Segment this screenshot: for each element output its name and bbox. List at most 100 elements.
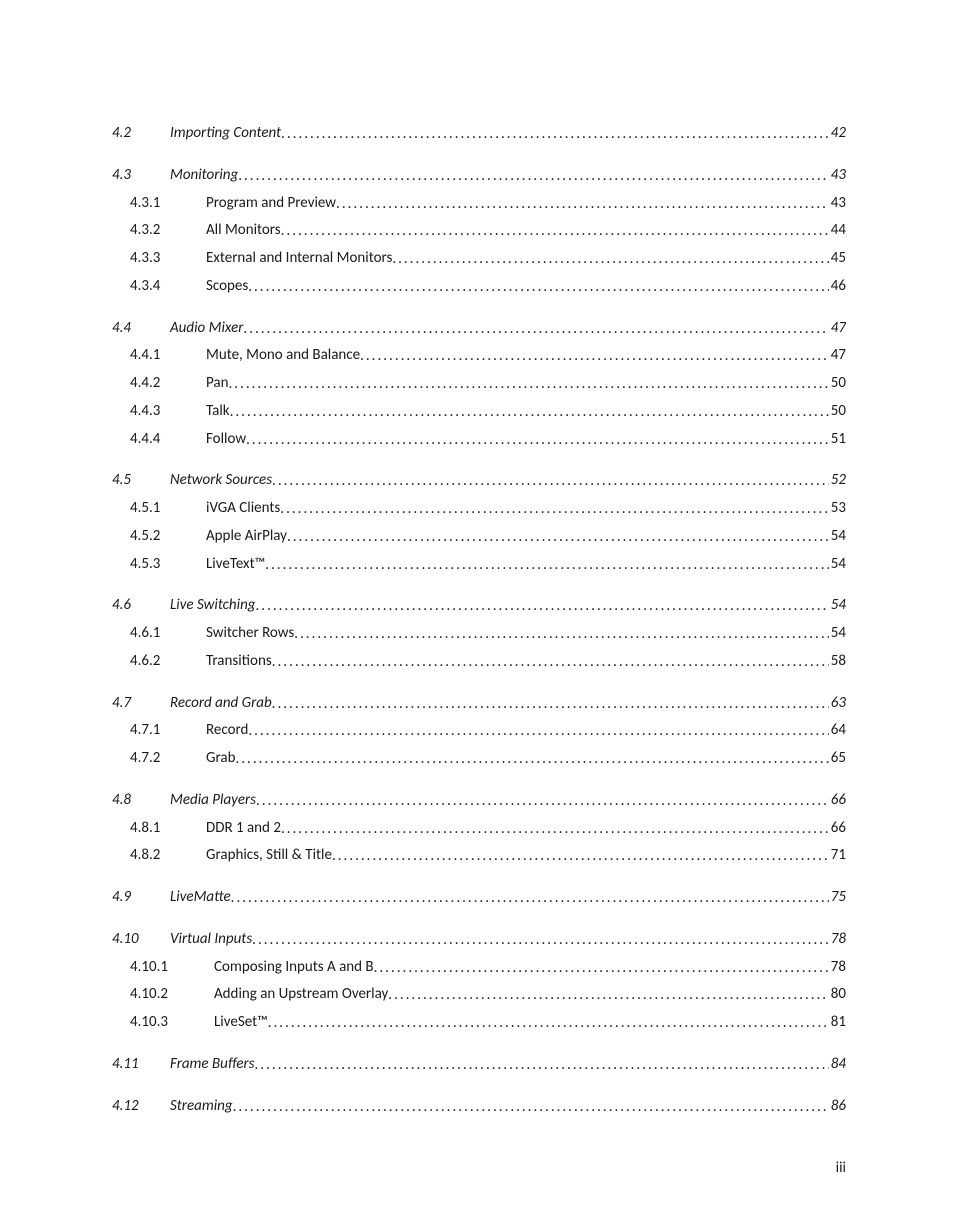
- toc-entry[interactable]: 4.7.2Grab...............................…: [112, 745, 846, 773]
- toc-leader-dots: ........................................…: [231, 885, 829, 912]
- toc-leader-dots: ........................................…: [294, 621, 829, 648]
- toc-entry-number: 4.11: [112, 1051, 170, 1079]
- toc-entry[interactable]: 4.12Streaming...........................…: [112, 1093, 846, 1121]
- toc-entry[interactable]: 4.5.1iVGA Clients.......................…: [112, 495, 846, 523]
- toc-section: 4.10Virtual Inputs......................…: [112, 926, 846, 1037]
- toc-entry-page: 80: [829, 981, 846, 1009]
- toc-entry[interactable]: 4.11Frame Buffers.......................…: [112, 1051, 846, 1079]
- toc-entry[interactable]: 4.7.1Record.............................…: [112, 717, 846, 745]
- toc-leader-dots: ........................................…: [272, 468, 829, 495]
- toc-entry[interactable]: 4.10.3LiveSet™..........................…: [112, 1009, 846, 1037]
- toc-entry-page: 54: [829, 551, 846, 579]
- toc-leader-dots: ........................................…: [281, 218, 829, 245]
- toc-entry[interactable]: 4.5.3LiveText™..........................…: [112, 551, 846, 579]
- toc-section: 4.9LiveMatte............................…: [112, 884, 846, 912]
- toc-entry[interactable]: 4.4.2Pan................................…: [112, 370, 846, 398]
- toc-entry[interactable]: 4.3.4Scopes.............................…: [112, 273, 846, 301]
- toc-entry-title: Program and Preview: [206, 190, 336, 218]
- toc-entry-title: Graphics, Still & Title: [206, 842, 332, 870]
- toc-entry-title: Apple AirPlay: [206, 523, 287, 551]
- toc-entry-title: External and Internal Monitors: [206, 245, 392, 273]
- toc-leader-dots: ........................................…: [360, 343, 829, 370]
- toc-entry[interactable]: 4.3.3External and Internal Monitors.....…: [112, 245, 846, 273]
- toc-entry[interactable]: 4.8.1DDR 1 and 2........................…: [112, 815, 846, 843]
- toc-leader-dots: ........................................…: [248, 274, 829, 301]
- toc-entry-page: 51: [829, 426, 846, 454]
- toc-entry-title: Audio Mixer: [170, 315, 243, 343]
- toc-entry-page: 66: [829, 787, 846, 815]
- toc-entry-number: 4.4.3: [130, 398, 206, 426]
- toc-entry[interactable]: 4.3.1Program and Preview................…: [112, 190, 846, 218]
- page-number: iii: [836, 1159, 846, 1177]
- toc-entry[interactable]: 4.9LiveMatte............................…: [112, 884, 846, 912]
- toc-entry-number: 4.10.1: [130, 954, 214, 982]
- toc-entry-number: 4.2: [112, 120, 170, 148]
- toc-entry[interactable]: 4.10Virtual Inputs......................…: [112, 926, 846, 954]
- toc-entry[interactable]: 4.4.4Follow.............................…: [112, 426, 846, 454]
- toc-leader-dots: ........................................…: [255, 1052, 829, 1079]
- toc-entry[interactable]: 4.4Audio Mixer..........................…: [112, 315, 846, 343]
- toc-entry-number: 4.3.2: [130, 217, 206, 245]
- toc-section: 4.11Frame Buffers.......................…: [112, 1051, 846, 1079]
- toc-entry-title: Media Players: [170, 787, 256, 815]
- toc-entry[interactable]: 4.6Live Switching.......................…: [112, 592, 846, 620]
- table-of-contents: 4.2Importing Content....................…: [112, 120, 846, 1120]
- toc-entry-page: 47: [829, 342, 846, 370]
- toc-entry-title: Network Sources: [170, 467, 272, 495]
- toc-entry-page: 71: [829, 842, 846, 870]
- toc-entry-number: 4.4.2: [130, 370, 206, 398]
- toc-entry-page: 64: [829, 717, 846, 745]
- toc-entry-number: 4.3: [112, 162, 170, 190]
- toc-entry[interactable]: 4.4.1Mute, Mono and Balance.............…: [112, 342, 846, 370]
- toc-entry[interactable]: 4.10.1Composing Inputs A and B..........…: [112, 954, 846, 982]
- toc-section: 4.12Streaming...........................…: [112, 1093, 846, 1121]
- toc-leader-dots: ........................................…: [332, 843, 829, 870]
- toc-entry-title: Importing Content: [170, 120, 281, 148]
- toc-entry[interactable]: 4.2Importing Content....................…: [112, 120, 846, 148]
- toc-entry-page: 66: [829, 815, 846, 843]
- toc-entry[interactable]: 4.10.2Adding an Upstream Overlay........…: [112, 981, 846, 1009]
- toc-entry-title: Pan: [206, 370, 229, 398]
- toc-leader-dots: ........................................…: [392, 246, 828, 273]
- toc-leader-dots: ........................................…: [229, 371, 829, 398]
- toc-entry-number: 4.7.1: [130, 717, 206, 745]
- toc-section: 4.5Network Sources......................…: [112, 467, 846, 578]
- toc-section: 4.4Audio Mixer..........................…: [112, 315, 846, 454]
- toc-leader-dots: ........................................…: [243, 316, 828, 343]
- toc-entry-title: Adding an Upstream Overlay: [214, 981, 388, 1009]
- toc-section: 4.2Importing Content....................…: [112, 120, 846, 148]
- toc-entry[interactable]: 4.5.2Apple AirPlay......................…: [112, 523, 846, 551]
- toc-leader-dots: ........................................…: [248, 718, 828, 745]
- toc-entry-number: 4.6: [112, 592, 170, 620]
- toc-entry-number: 4.3.4: [130, 273, 206, 301]
- toc-entry-number: 4.10.2: [130, 981, 214, 1009]
- toc-entry-page: 54: [829, 620, 846, 648]
- toc-entry-title: Streaming: [170, 1093, 233, 1121]
- toc-entry[interactable]: 4.6.1Switcher Rows......................…: [112, 620, 846, 648]
- toc-entry[interactable]: 4.3Monitoring...........................…: [112, 162, 846, 190]
- toc-entry-title: Frame Buffers: [170, 1051, 255, 1079]
- toc-entry-number: 4.12: [112, 1093, 170, 1121]
- toc-entry-page: 65: [829, 745, 846, 773]
- toc-leader-dots: ........................................…: [388, 982, 829, 1009]
- toc-entry-title: Talk: [206, 398, 230, 426]
- toc-entry-page: 81: [829, 1009, 846, 1037]
- toc-entry-title: LiveSet™: [214, 1009, 268, 1037]
- toc-entry[interactable]: 4.8Media Players........................…: [112, 787, 846, 815]
- toc-entry[interactable]: 4.5Network Sources......................…: [112, 467, 846, 495]
- toc-leader-dots: ........................................…: [374, 955, 829, 982]
- toc-section: 4.7Record and Grab......................…: [112, 690, 846, 773]
- toc-entry-number: 4.5: [112, 467, 170, 495]
- toc-entry[interactable]: 4.8.2Graphics, Still & Title............…: [112, 842, 846, 870]
- toc-entry-title: LiveText™: [206, 551, 265, 579]
- toc-leader-dots: ........................................…: [268, 1010, 829, 1037]
- toc-entry[interactable]: 4.6.2Transitions........................…: [112, 648, 846, 676]
- toc-entry[interactable]: 4.3.2All Monitors.......................…: [112, 217, 846, 245]
- toc-entry[interactable]: 4.7Record and Grab......................…: [112, 690, 846, 718]
- toc-section: 4.3Monitoring...........................…: [112, 162, 846, 301]
- toc-entry-number: 4.3.1: [130, 190, 206, 218]
- toc-entry[interactable]: 4.4.3Talk...............................…: [112, 398, 846, 426]
- toc-entry-title: Transitions: [206, 648, 272, 676]
- toc-leader-dots: ........................................…: [233, 1094, 829, 1121]
- toc-section: 4.6Live Switching.......................…: [112, 592, 846, 675]
